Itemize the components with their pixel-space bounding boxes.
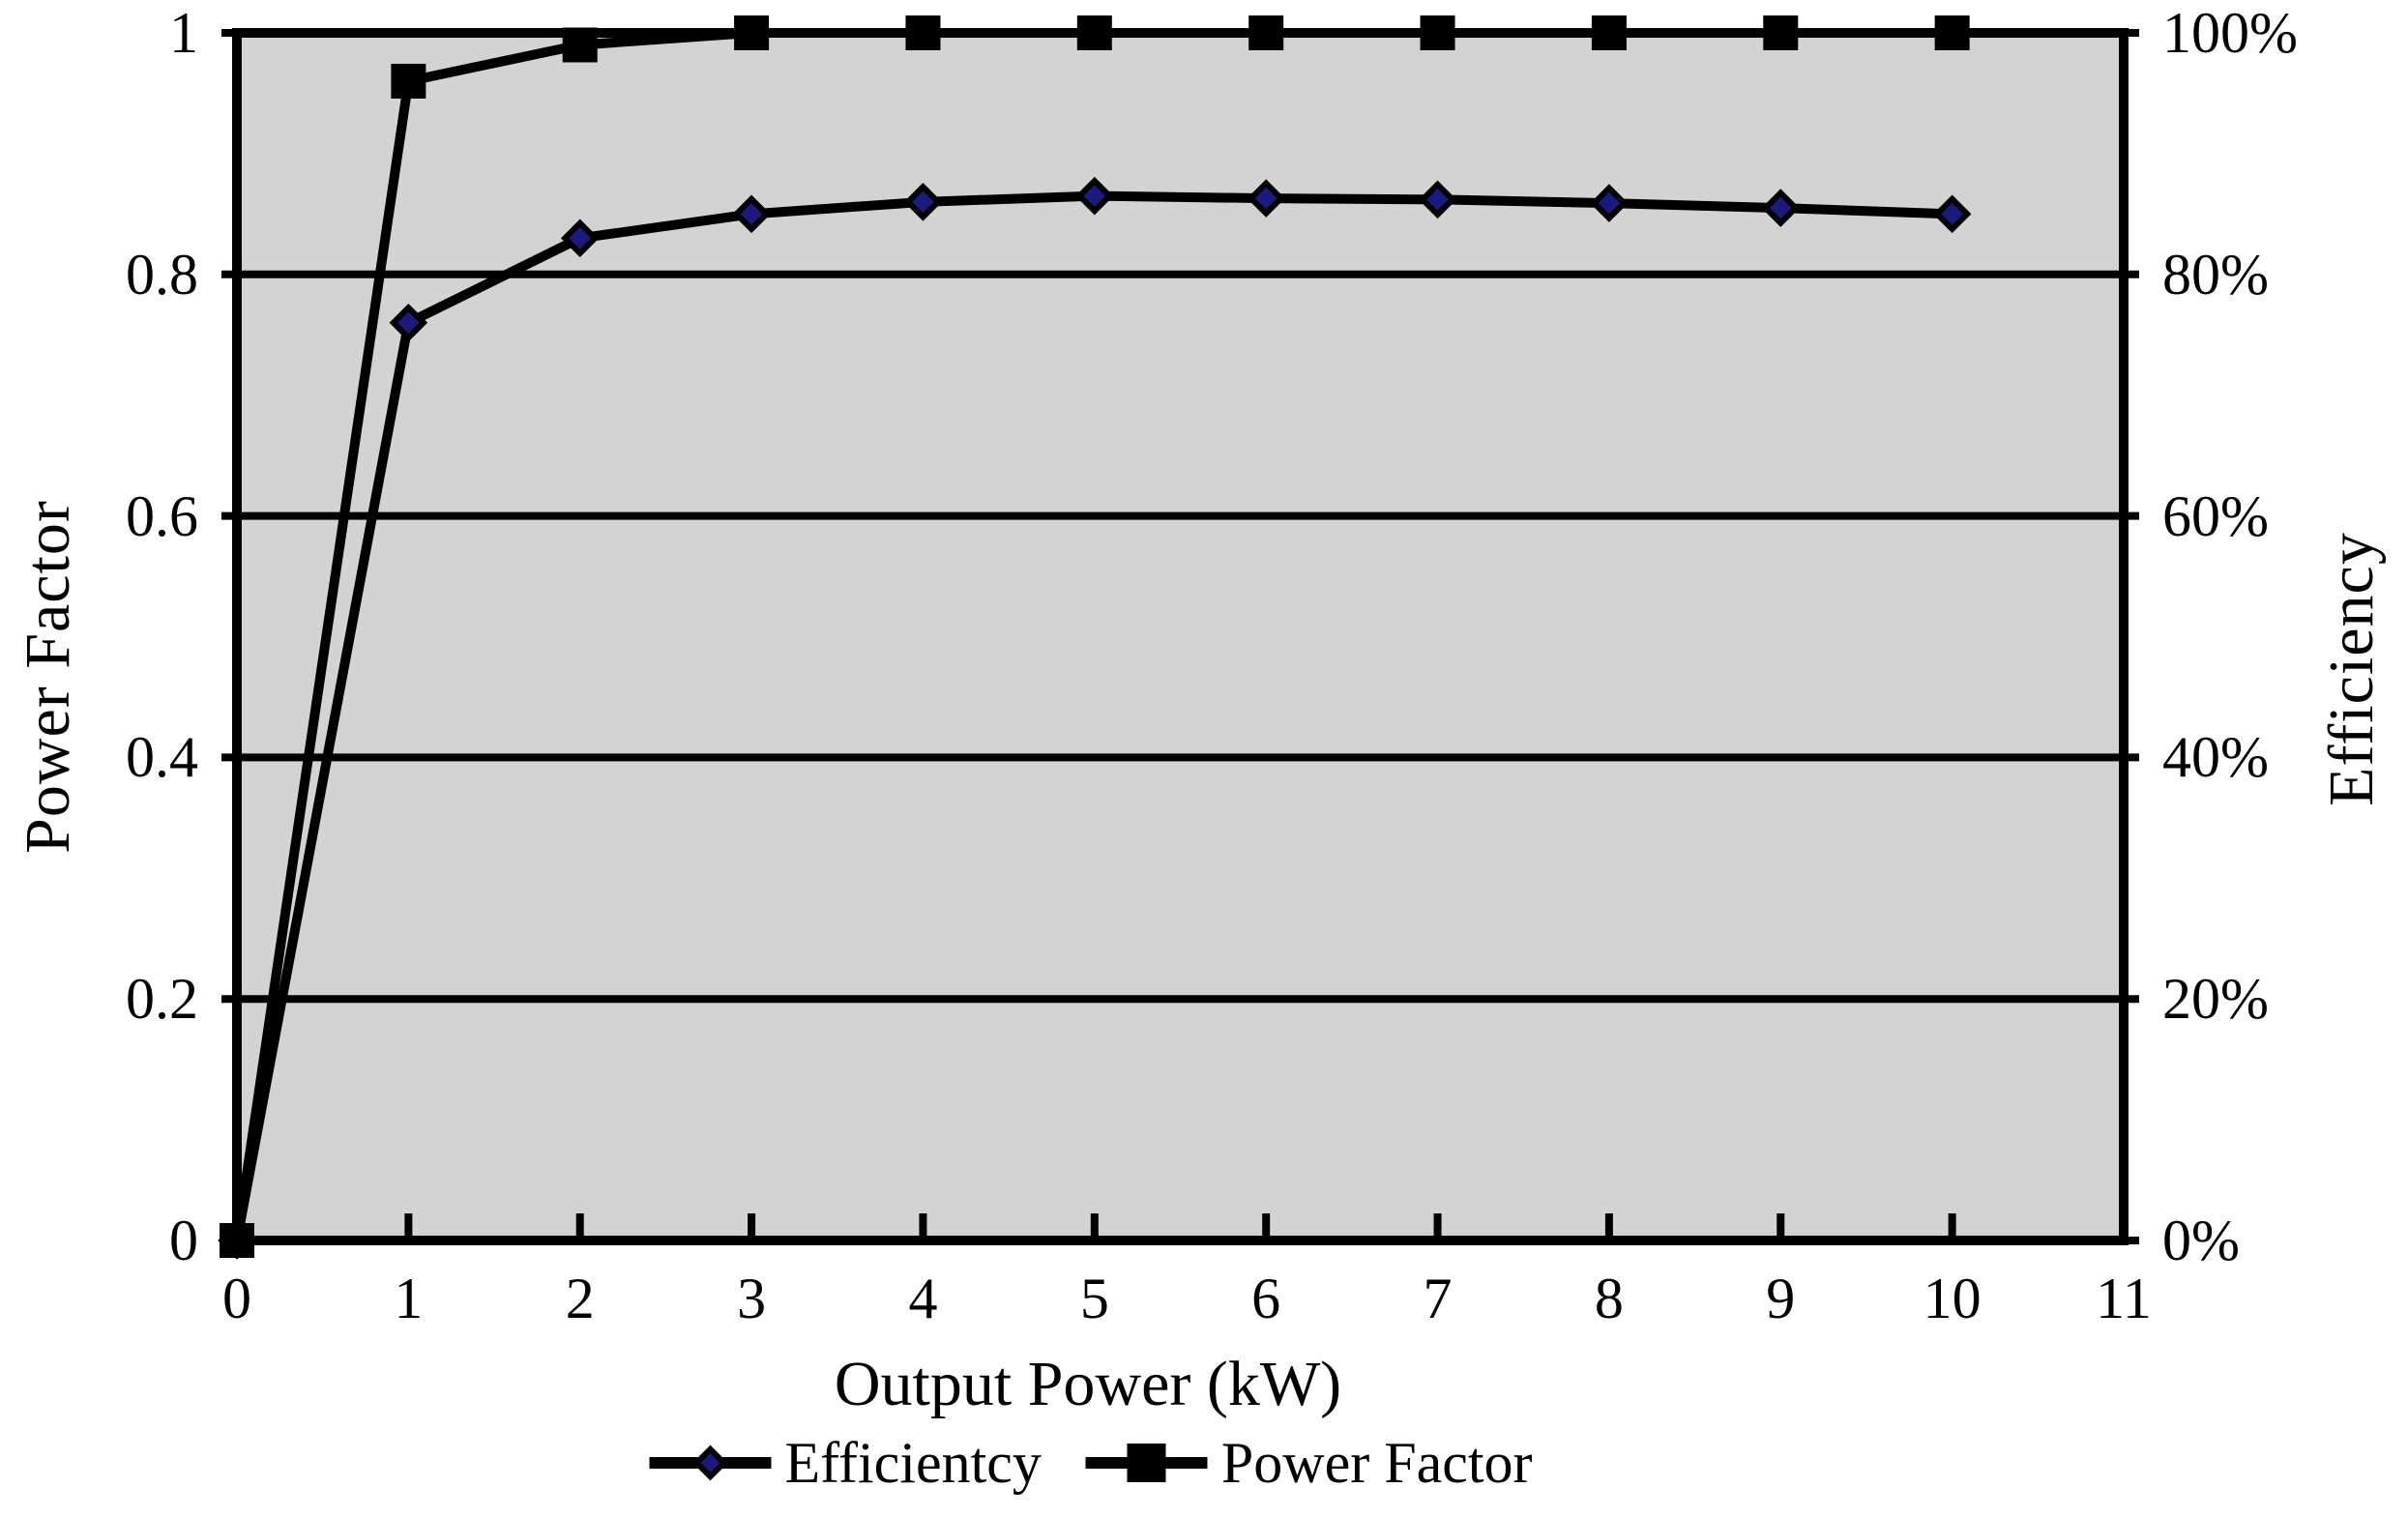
y-right-tick-label: 100%: [2162, 1, 2298, 65]
y-right-tick-label: 80%: [2162, 242, 2269, 306]
legend-item-efficiency: Efficientcy: [649, 1429, 1042, 1497]
square-marker-icon: [1085, 1444, 1208, 1482]
marker-diamond: [1590, 184, 1629, 222]
x-tick-label: 6: [1251, 1267, 1281, 1330]
x-tick-label: 10: [1923, 1267, 1982, 1330]
legend-label-power-factor: Power Factor: [1220, 1431, 1533, 1495]
marker-square: [1420, 15, 1455, 50]
x-tick-label: 4: [908, 1267, 938, 1330]
marker-square: [1591, 15, 1627, 50]
x-tick-label: 11: [2096, 1267, 2152, 1330]
x-axis-title: Output Power (kW): [834, 1349, 1342, 1419]
x-tick-label: 1: [394, 1267, 424, 1330]
y-right-tick-label: 0%: [2162, 1209, 2240, 1272]
x-tick-label: 7: [1423, 1267, 1453, 1330]
x-tick-label: 2: [565, 1267, 595, 1330]
marker-square: [1248, 15, 1284, 50]
marker-diamond: [1932, 194, 1972, 234]
legend-item-power-factor: Power Factor: [1085, 1429, 1533, 1497]
y-right-tick-label: 20%: [2162, 967, 2269, 1032]
marker-diamond: [389, 303, 428, 342]
marker-diamond: [560, 219, 600, 258]
marker-diamond: [1761, 189, 1801, 227]
marker-square: [391, 63, 426, 99]
x-tick-label: 0: [222, 1267, 251, 1330]
y-axis-right-title: Efficiency: [2316, 532, 2387, 806]
marker-diamond: [1247, 179, 1285, 218]
x-tick-label: 9: [1766, 1267, 1796, 1330]
y-axis-left-title: Power Factor: [13, 500, 83, 854]
marker-square: [1763, 15, 1799, 50]
marker-diamond: [903, 183, 943, 221]
y-left-tick-label: 1: [169, 1, 198, 65]
legend: Efficientcy Power Factor: [649, 1429, 1533, 1497]
x-tick-label: 5: [1079, 1267, 1109, 1330]
marker-square: [905, 15, 941, 50]
legend-label-efficiency: Efficientcy: [784, 1431, 1042, 1495]
marker-square: [1076, 15, 1112, 50]
y-left-tick-label: 0.2: [126, 967, 198, 1032]
y-left-tick-label: 0.4: [126, 725, 198, 790]
marker-square: [220, 1223, 254, 1258]
y-left-tick-label: 0.6: [126, 483, 198, 548]
y-right-tick-label: 60%: [2162, 483, 2269, 548]
marker-square: [1934, 15, 1970, 50]
marker-diamond: [1418, 180, 1457, 219]
marker-square: [562, 27, 598, 63]
y-left-tick-label: 0: [169, 1209, 198, 1272]
plot-background: [237, 33, 2124, 1240]
y-left-tick-label: 0.8: [126, 242, 198, 306]
x-tick-label: 3: [737, 1267, 767, 1330]
marker-diamond: [1075, 176, 1114, 216]
x-tick-label: 8: [1594, 1267, 1624, 1330]
marker-square: [734, 15, 770, 50]
marker-diamond: [732, 194, 771, 234]
diamond-marker-icon: [649, 1444, 772, 1481]
y-right-tick-label: 40%: [2162, 725, 2269, 790]
